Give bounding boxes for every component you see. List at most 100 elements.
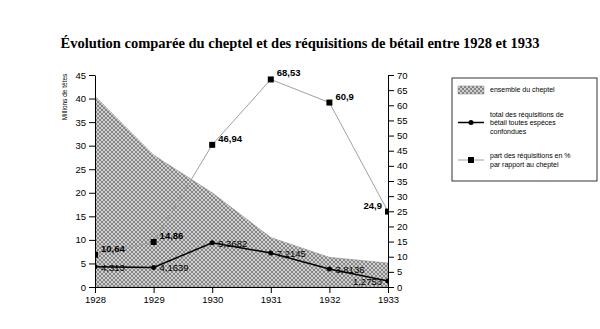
tick-mark	[89, 99, 95, 100]
legend-swatch	[458, 86, 484, 94]
tick-mark	[89, 193, 95, 194]
tick-mark	[89, 169, 95, 170]
tick: 1933	[378, 287, 399, 305]
tick-label: 25	[75, 164, 86, 175]
legend-item: ensemble du cheptel	[458, 86, 555, 94]
tick: 5	[81, 258, 95, 269]
data-label: 3,8136	[335, 264, 364, 275]
tick: 25	[75, 164, 95, 175]
marker	[268, 251, 273, 256]
legend-item: part des réquisitions en %par rapport au…	[458, 152, 571, 169]
tick-label: 15	[75, 211, 86, 222]
legend-item: total des réquisitions debétail toutes e…	[458, 111, 564, 135]
tick: 1928	[85, 287, 106, 305]
tick: 65	[388, 85, 408, 96]
tick-mark	[388, 151, 394, 152]
marker	[386, 278, 389, 283]
legend: ensemble du cheptel total des réquisition…	[452, 78, 597, 181]
tick: 1929	[144, 287, 165, 305]
tick: 45	[75, 70, 95, 81]
y2-axis: 0 5 10 15 20 25 30 35 40 45 50 55 60 65 70	[388, 70, 408, 293]
tick-label: 1929	[144, 294, 165, 305]
axis-title: Millions de têtes	[61, 73, 68, 120]
data-label: 46,94	[218, 133, 242, 144]
tick-mark	[388, 272, 394, 273]
tick-label: 1930	[202, 294, 223, 305]
tick-mark	[329, 287, 330, 293]
tick: 20	[388, 221, 408, 232]
x-axis: 1928 1929 1930 1931 1932 1933	[85, 287, 399, 305]
tick-mark	[89, 287, 95, 288]
tick-label: 1931	[261, 294, 282, 305]
marker	[151, 265, 156, 270]
tick-label: 50	[397, 130, 408, 141]
tick: 45	[388, 145, 408, 156]
tick: 30	[75, 140, 95, 151]
tick-label: 10	[397, 251, 408, 262]
tick: 70	[388, 70, 408, 81]
tick-label: 0	[81, 282, 86, 293]
tick-label: 35	[397, 176, 408, 187]
tick: 50	[388, 130, 408, 141]
data-label: 7,2145	[277, 248, 306, 259]
area	[95, 96, 388, 287]
tick-label: 1928	[85, 294, 106, 305]
tick-label: 1932	[319, 294, 340, 305]
data-label: 1,2753	[353, 276, 382, 287]
data-labels: 4,3134,16399,36827,21453,81361,275310,64…	[101, 67, 382, 287]
tick-mark	[388, 242, 394, 243]
legend-label: total des réquisitions debétail toutes e…	[490, 111, 564, 135]
marker	[151, 239, 157, 245]
tick-mark	[89, 216, 95, 217]
tick: 55	[388, 115, 408, 126]
tick: 10	[388, 251, 408, 262]
tick-label: 5	[397, 266, 402, 277]
tick-mark	[388, 90, 394, 91]
legend-box	[452, 78, 597, 181]
plot: 4,3134,16399,36827,21453,81361,275310,64…	[75, 67, 407, 304]
tick: 20	[75, 187, 95, 198]
tick-label: 30	[75, 140, 86, 151]
data-label: 9,3682	[218, 238, 247, 249]
tick-label: 20	[75, 187, 86, 198]
tick-label: 25	[397, 206, 408, 217]
tick-label: 70	[397, 70, 408, 81]
tick: 40	[388, 160, 408, 171]
tick: 10	[75, 234, 95, 245]
legend-label: part des réquisitions en %par rapport au…	[490, 152, 571, 169]
marks	[95, 76, 388, 287]
tick-mark	[89, 240, 95, 241]
tick-label: 40	[397, 160, 408, 171]
tick-mark	[388, 211, 394, 212]
data-label: 60,9	[335, 91, 354, 102]
data-label: 4,1639	[160, 262, 189, 273]
tick: 30	[388, 191, 408, 202]
marker	[326, 100, 332, 106]
tick: 1930	[202, 287, 223, 305]
data-label: 10,64	[101, 243, 125, 254]
tick: 35	[388, 176, 408, 187]
tick-mark	[388, 226, 394, 227]
tick: 60	[388, 100, 408, 111]
tick-mark	[388, 196, 394, 197]
tick-label: 65	[397, 85, 408, 96]
tick: 35	[75, 117, 95, 128]
tick-mark	[154, 287, 155, 293]
tick: 0	[388, 282, 402, 293]
title: Évolution comparée du cheptel et des réq…	[60, 35, 539, 51]
tick-mark	[271, 287, 272, 293]
tick-mark	[388, 136, 394, 137]
tick-label: 5	[81, 258, 86, 269]
marker	[385, 209, 388, 215]
marker	[209, 142, 215, 148]
tick: 15	[388, 236, 408, 247]
x-axis-line	[96, 287, 389, 288]
data-label: 24,9	[364, 200, 383, 211]
tick-mark	[89, 263, 95, 264]
tick-mark	[388, 166, 394, 167]
chart: Évolution comparée du cheptel et des réq…	[0, 0, 600, 329]
line	[95, 79, 388, 254]
legend-marker	[469, 120, 474, 125]
marker	[210, 240, 215, 245]
tick-label: 10	[75, 234, 86, 245]
